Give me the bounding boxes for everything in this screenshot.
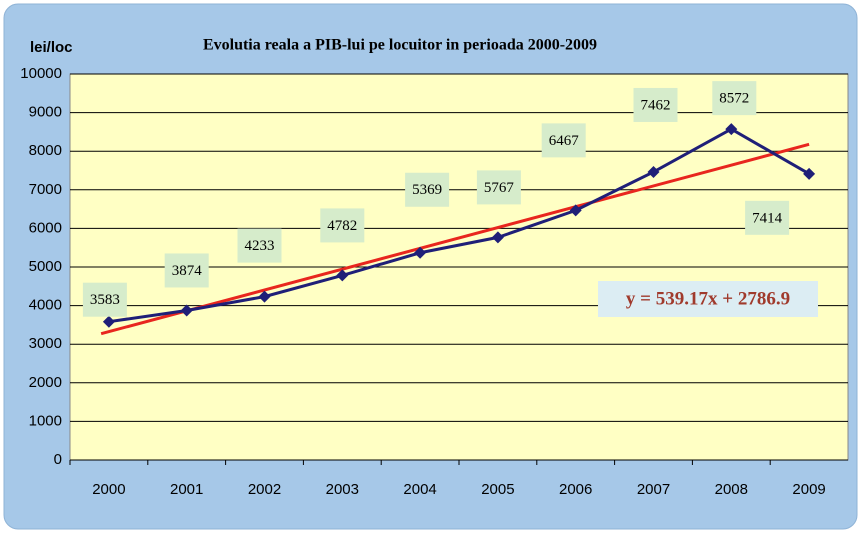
y-tick-label: 8000 <box>29 142 62 159</box>
data-label-box <box>476 170 521 205</box>
x-tick-label: 2007 <box>637 481 670 498</box>
x-tick-label: 2003 <box>326 481 359 498</box>
y-tick-label: 6000 <box>29 219 62 236</box>
marker <box>258 290 271 303</box>
data-label: 5369 <box>412 182 442 198</box>
data-label: 7462 <box>641 97 671 113</box>
data-label: 4782 <box>327 218 357 234</box>
data-label: 6467 <box>549 133 580 149</box>
y-tick-label: 4000 <box>29 297 62 314</box>
data-label-box <box>541 123 586 158</box>
data-label-box <box>164 253 209 288</box>
marker <box>491 231 504 244</box>
y-tick-label: 0 <box>54 451 62 468</box>
marker <box>336 269 349 282</box>
y-axis-label: lei/loc <box>30 39 73 56</box>
y-tick-label: 5000 <box>29 258 62 275</box>
marker <box>414 246 427 259</box>
marker <box>725 123 738 136</box>
y-tick-label: 3000 <box>29 335 62 352</box>
data-label-box <box>82 282 127 317</box>
y-tick-label: 1000 <box>29 412 62 429</box>
marker <box>647 165 660 178</box>
trend-line <box>100 142 810 336</box>
data-label-box <box>745 200 790 235</box>
chart-title: Evolutia reala a PIB-lui pe locuitor in … <box>203 37 597 54</box>
series-line <box>108 127 810 324</box>
data-label: 5767 <box>484 180 515 196</box>
equation-box <box>598 281 818 317</box>
x-tick-label: 2009 <box>792 481 825 498</box>
data-label-box <box>633 87 678 122</box>
data-label: 8572 <box>719 91 749 107</box>
y-tick-label: 10000 <box>20 65 62 82</box>
x-tick-label: 2005 <box>481 481 514 498</box>
data-label-box <box>712 81 757 116</box>
data-label-box <box>405 172 450 207</box>
y-tick-label: 2000 <box>29 374 62 391</box>
equation: y = 539.17x + 2786.9 <box>626 288 790 309</box>
marker <box>569 204 582 217</box>
x-tick-label: 2000 <box>92 481 125 498</box>
x-tick-label: 2008 <box>715 481 748 498</box>
y-tick-label: 9000 <box>29 104 62 121</box>
x-tick-label: 2006 <box>559 481 592 498</box>
data-label: 4233 <box>245 238 275 254</box>
data-label-box <box>237 228 282 263</box>
marker <box>102 315 115 328</box>
data-label-box <box>320 208 365 243</box>
data-label: 3874 <box>172 263 203 279</box>
data-label: 7414 <box>752 210 783 226</box>
marker <box>803 167 816 180</box>
x-tick-label: 2002 <box>248 481 281 498</box>
x-tick-label: 2004 <box>403 481 436 498</box>
x-tick-label: 2001 <box>170 481 203 498</box>
data-label: 3583 <box>90 292 120 308</box>
y-tick-label: 7000 <box>29 181 62 198</box>
marker <box>180 304 193 317</box>
